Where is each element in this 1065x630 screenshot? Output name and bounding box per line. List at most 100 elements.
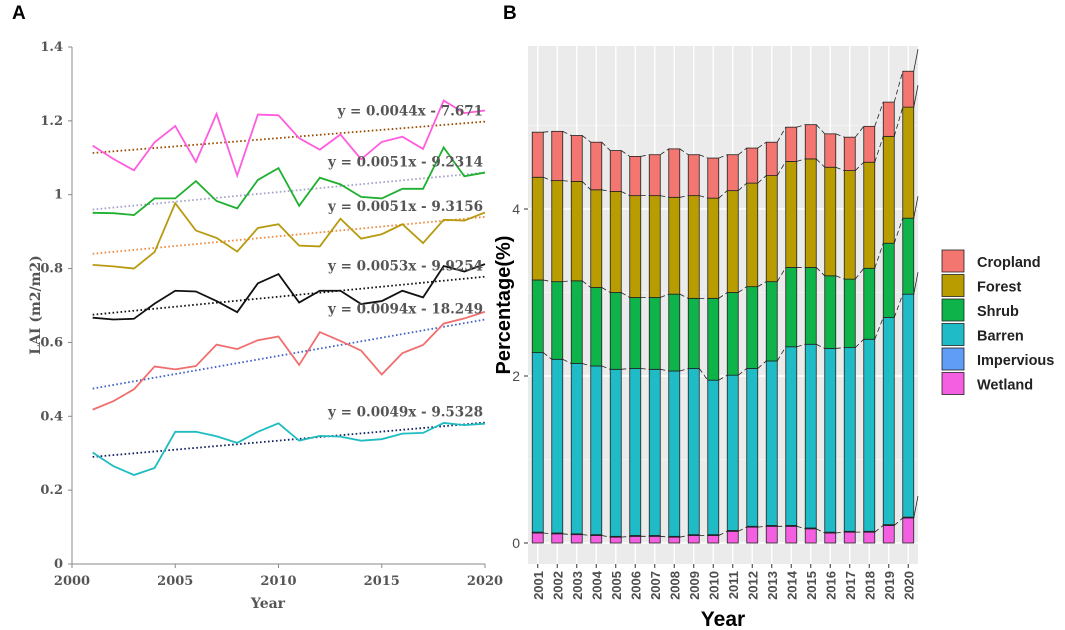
stack-connector [601, 189, 611, 192]
trend-equation-magenta: y = 0.0044x - 7.671 [336, 104, 483, 120]
bar-segment-wetland [843, 531, 856, 544]
bar-segment-forest [570, 181, 583, 282]
bar-segment-forest [531, 176, 544, 281]
bar-segment-forest [609, 191, 622, 293]
stack-connector [640, 368, 650, 370]
bar-segment-cropland [804, 124, 817, 160]
legend-label-forest: Forest [977, 280, 1021, 296]
trend-line-green [92, 171, 486, 211]
bar-segment-cropland [687, 154, 700, 197]
bar-segment-forest [824, 166, 837, 277]
bar-segment-forest [726, 190, 739, 293]
bar-segment-wetland [746, 526, 759, 544]
series-line-black [92, 263, 486, 321]
x-tick-label: 2017 [843, 571, 858, 600]
bar-segment-shrub [765, 281, 778, 362]
bar-segment-forest [707, 197, 720, 299]
bar-segment-barren [882, 317, 895, 526]
legend-swatch-wetland [941, 372, 965, 395]
stack-connector [854, 126, 865, 138]
trend-equation-black: y = 0.0053x - 9.9254 [327, 259, 483, 275]
panel-b-plot-background [528, 46, 918, 564]
panel-b-legend: Cropland Forest Shrub Barren Impervious Wetla… [941, 249, 1054, 395]
bar-segment-forest [746, 182, 759, 288]
legend-label-impervious: Impervious [977, 353, 1054, 369]
bar-segment-shrub [902, 217, 915, 295]
bar-segment-cropland [863, 125, 876, 163]
x-tick-label: 2006 [628, 571, 643, 600]
bar-segment-forest [648, 195, 661, 298]
bar-segment-cropland [629, 155, 642, 197]
bar-segment-shrub [668, 293, 681, 372]
bar-segment-forest [590, 189, 603, 288]
stack-connector [679, 368, 689, 372]
stack-connector [601, 535, 611, 538]
stack-connector [738, 286, 747, 293]
bar-segment-barren [843, 347, 856, 532]
stack-connector [757, 360, 767, 369]
bar-segment-wetland [707, 535, 720, 544]
stack-connector [660, 195, 669, 198]
bar-segment-shrub [707, 297, 720, 381]
stack-connector [816, 528, 825, 534]
x-tick-label: 2005 [609, 571, 624, 600]
stack-connector [543, 352, 552, 360]
stack-connector [835, 347, 845, 349]
stack-connector [601, 287, 611, 293]
bar-segment-forest [785, 161, 798, 268]
legend-swatch-forest [941, 274, 965, 297]
stack-connector [835, 166, 845, 171]
stack-connector [601, 141, 611, 151]
trend-line-salmon [92, 318, 486, 390]
stack-connector [776, 346, 787, 362]
stack-connector [757, 141, 767, 149]
stack-connector-edge [913, 495, 919, 519]
bar-segment-wetland [765, 525, 778, 544]
bar-segment-cropland [726, 154, 739, 192]
bar-segment-shrub [590, 287, 603, 367]
x-tick-label: 2014 [784, 570, 799, 600]
bar-segment-cropland [609, 150, 622, 192]
bar-segment-forest [882, 135, 895, 244]
stack-connector [562, 358, 572, 364]
bar-segment-wetland [629, 535, 642, 544]
bar-segment-shrub [804, 267, 817, 345]
bar-segment-wetland [531, 532, 544, 544]
legend-label-wetland: Wetland [977, 378, 1033, 394]
stack-connector-edge [913, 85, 919, 108]
stack-connector [738, 147, 747, 156]
stack-connector [796, 124, 806, 128]
bar-segment-cropland [746, 147, 759, 184]
series-line-olive [92, 201, 486, 270]
series-line-cyan [92, 422, 486, 476]
stack-connector [582, 280, 591, 288]
y-tick-label: 1 [54, 188, 63, 203]
bar-segment-cropland [551, 130, 564, 182]
stack-connector [562, 533, 572, 536]
stack-connector [601, 365, 611, 370]
x-tick-label: 2020 [467, 574, 503, 589]
panel-a-x-axis-label: Year [250, 596, 286, 612]
bar-segment-wetland [668, 536, 681, 544]
bar-segment-cropland [902, 70, 915, 108]
legend-label-shrub: Shrub [977, 304, 1019, 320]
stack-connector-edge [913, 272, 919, 295]
bar-segment-forest [843, 170, 856, 280]
bar-segment-wetland [804, 528, 817, 544]
legend-swatch-barren [941, 323, 965, 346]
stack-connector [776, 161, 787, 176]
bar-segment-shrub [863, 267, 876, 340]
stack-connector [621, 368, 630, 370]
stack-connector [874, 243, 884, 269]
x-tick-label: 2008 [667, 571, 682, 600]
bar-segment-barren [863, 338, 876, 532]
stack-connector [854, 338, 865, 348]
bar-segment-barren [707, 379, 720, 536]
bar-segment-cropland [590, 141, 603, 191]
stack-connector [815, 124, 826, 135]
series-line-green [92, 145, 486, 216]
stack-connector [738, 368, 747, 376]
bar-segment-shrub [609, 292, 622, 370]
x-tick-label: 2009 [687, 571, 702, 600]
